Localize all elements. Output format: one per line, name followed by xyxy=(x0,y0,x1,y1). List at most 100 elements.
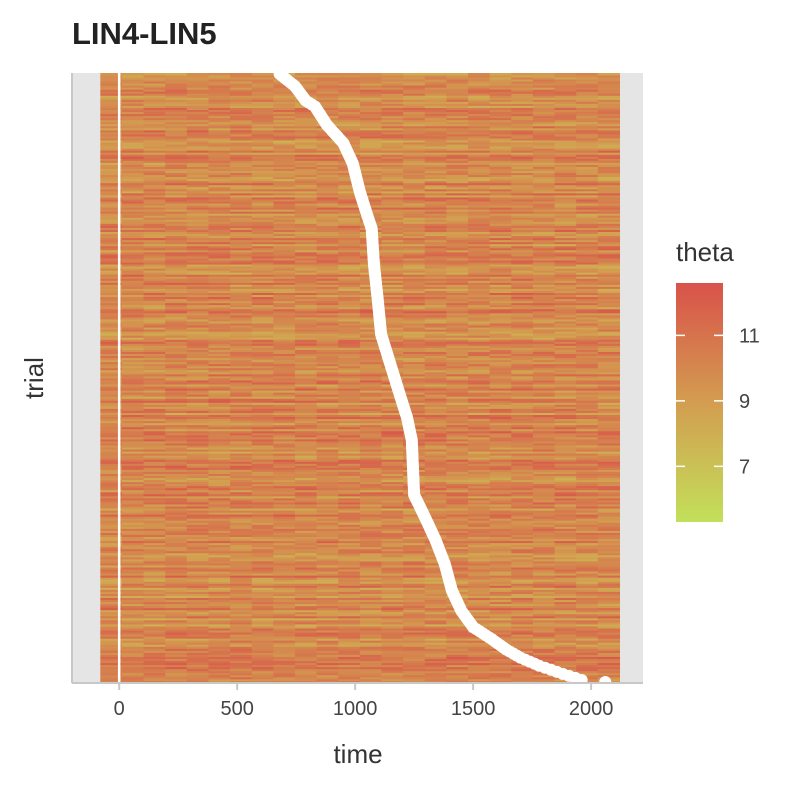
heatmap-cell xyxy=(489,294,512,298)
heatmap-cell xyxy=(381,457,404,460)
heatmap-cell xyxy=(424,420,447,424)
heatmap-cell xyxy=(381,493,404,497)
heatmap-cell xyxy=(294,664,318,668)
heatmap-cell xyxy=(208,605,231,609)
heatmap-cell xyxy=(489,664,512,668)
heatmap-cell xyxy=(208,439,231,442)
heatmap-cell xyxy=(338,426,361,430)
heatmap-cell xyxy=(597,491,621,495)
heatmap-cell xyxy=(403,678,426,682)
heatmap-cell xyxy=(165,447,188,450)
heatmap-cell xyxy=(230,373,253,377)
heatmap-cell xyxy=(554,534,577,537)
heatmap-cell xyxy=(143,595,166,598)
heatmap-cell xyxy=(489,308,512,312)
heatmap-cell xyxy=(576,436,599,440)
heatmap-cell xyxy=(338,516,361,519)
heatmap-cell xyxy=(208,371,231,375)
heatmap-cell xyxy=(381,314,404,318)
heatmap-cell xyxy=(576,563,599,566)
heatmap-cell xyxy=(316,609,339,613)
heatmap-cell xyxy=(511,428,534,432)
heatmap-cell xyxy=(381,567,404,570)
heatmap-cell xyxy=(576,424,599,428)
heatmap-cell xyxy=(338,615,361,619)
heatmap-cell xyxy=(100,288,123,291)
heatmap-cell xyxy=(294,455,318,458)
heatmap-cell xyxy=(597,540,621,544)
heatmap-cell xyxy=(446,565,469,568)
heatmap-cell xyxy=(359,339,383,342)
heatmap-cell xyxy=(230,371,253,375)
heatmap-cell xyxy=(381,262,404,265)
heatmap-cell xyxy=(489,369,512,373)
heatmap-cell xyxy=(121,441,145,444)
heatmap-cell xyxy=(424,333,447,336)
heatmap-cell xyxy=(468,585,491,588)
heatmap-cell xyxy=(294,306,318,310)
heatmap-cell xyxy=(511,312,534,316)
heatmap-cell xyxy=(468,327,491,330)
heatmap-cell xyxy=(489,266,512,269)
heatmap-cell xyxy=(165,380,188,383)
heatmap-cell xyxy=(294,380,318,383)
heatmap-cell xyxy=(208,573,231,576)
heatmap-cell xyxy=(186,325,210,328)
heatmap-cell xyxy=(143,439,166,442)
heatmap-cell xyxy=(273,668,296,672)
heatmap-cell xyxy=(208,312,231,316)
heatmap-cell xyxy=(532,274,556,277)
heatmap-cell xyxy=(230,465,253,468)
heatmap-cell xyxy=(489,432,512,436)
heatmap-cell xyxy=(294,632,318,635)
heatmap-cell xyxy=(143,443,166,446)
heatmap-cell xyxy=(424,593,447,596)
heatmap-cell xyxy=(100,343,123,346)
heatmap-cell xyxy=(489,589,512,592)
heatmap-cell xyxy=(165,546,188,550)
heatmap-cell xyxy=(489,548,512,552)
heatmap-cell xyxy=(165,593,188,596)
heatmap-cell xyxy=(100,538,123,542)
heatmap-cell xyxy=(230,361,253,365)
heatmap-cell xyxy=(424,680,447,683)
heatmap-cell xyxy=(165,491,188,495)
heatmap-cell xyxy=(511,524,534,527)
heatmap-cell xyxy=(121,569,145,572)
heatmap-cell xyxy=(100,654,123,657)
heatmap-cell xyxy=(273,554,296,558)
heatmap-cell xyxy=(468,292,491,296)
heatmap-cell xyxy=(338,337,361,340)
heatmap-cell xyxy=(294,634,318,637)
heatmap-cell xyxy=(338,487,361,491)
heatmap-cell xyxy=(121,548,145,552)
heatmap-cell xyxy=(230,333,253,336)
heatmap-cell xyxy=(381,497,404,501)
heatmap-cell xyxy=(316,626,339,629)
heatmap-cell xyxy=(316,396,339,399)
heatmap-cell xyxy=(554,632,577,635)
heatmap-cell xyxy=(338,489,361,493)
heatmap-cell xyxy=(273,335,296,338)
heatmap-cell xyxy=(403,319,426,322)
heatmap-cell xyxy=(100,400,123,403)
heatmap-cell xyxy=(381,516,404,519)
heatmap-cell xyxy=(186,467,210,470)
heatmap-cell xyxy=(251,274,274,277)
heatmap-cell xyxy=(273,398,296,401)
heatmap-cell xyxy=(446,302,469,306)
heatmap-cell xyxy=(294,619,318,623)
heatmap-cell xyxy=(316,296,339,300)
heatmap-cell xyxy=(316,272,339,275)
heatmap-cell xyxy=(489,672,512,676)
heatmap-cell xyxy=(273,465,296,468)
heatmap-cell xyxy=(121,276,145,279)
heatmap-cell xyxy=(576,536,599,540)
heatmap-cell xyxy=(468,280,491,283)
heatmap-cell xyxy=(597,400,621,403)
heatmap-cell xyxy=(186,323,210,326)
heatmap-cell xyxy=(143,266,166,269)
heatmap-cell xyxy=(100,485,123,489)
heatmap-cell xyxy=(186,491,210,495)
heatmap-cell xyxy=(446,333,469,336)
